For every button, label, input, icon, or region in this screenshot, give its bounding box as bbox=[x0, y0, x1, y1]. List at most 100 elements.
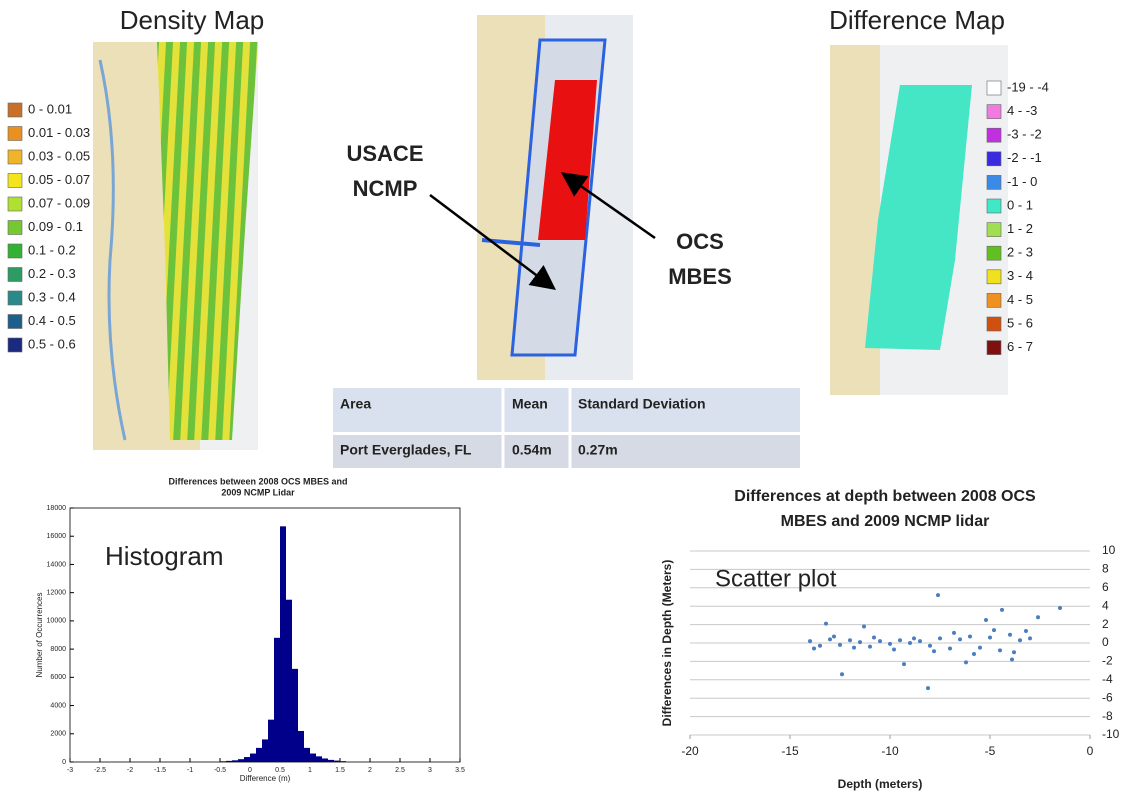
bar bbox=[310, 753, 316, 762]
y-tick-label: 8 bbox=[1102, 562, 1109, 576]
scatter-point bbox=[998, 648, 1002, 653]
scatter-point bbox=[898, 638, 902, 643]
scatter-point bbox=[1024, 629, 1028, 634]
bar bbox=[262, 739, 268, 762]
y-tick-label: 2 bbox=[1102, 617, 1109, 631]
legend-swatch bbox=[986, 269, 1002, 285]
legend-label: 0.5 - 0.6 bbox=[28, 336, 76, 351]
bar bbox=[238, 759, 244, 762]
legend-label: 0.09 - 0.1 bbox=[28, 219, 83, 234]
scatter-point bbox=[988, 635, 992, 640]
y-tick-label: 10 bbox=[1102, 543, 1116, 557]
y-tick-label: -8 bbox=[1102, 709, 1113, 723]
y-tick-label: 6000 bbox=[50, 674, 66, 681]
scatter-point bbox=[1018, 638, 1022, 643]
scatter-point bbox=[858, 640, 862, 645]
x-axis-label: Difference (m) bbox=[240, 774, 291, 783]
x-tick-label: 2 bbox=[368, 767, 372, 774]
bar bbox=[322, 758, 328, 762]
legend-swatch bbox=[7, 149, 23, 165]
legend-swatch bbox=[986, 316, 1002, 332]
bar bbox=[298, 730, 304, 762]
chart-title: 2009 NCMP Lidar bbox=[221, 487, 295, 497]
legend-swatch bbox=[986, 151, 1002, 167]
table-cell: Port Everglades, FL bbox=[340, 442, 472, 458]
scatter-point bbox=[1008, 632, 1012, 637]
scatter-point bbox=[978, 645, 982, 650]
legend-swatch bbox=[986, 245, 1002, 261]
y-tick-label: 8000 bbox=[50, 646, 66, 653]
scatter-point bbox=[838, 642, 842, 647]
x-tick-label: -2.5 bbox=[94, 767, 106, 774]
table-cell: 0.27m bbox=[578, 442, 618, 458]
legend-label: 0.01 - 0.03 bbox=[28, 125, 90, 140]
x-tick-label: 3 bbox=[428, 767, 432, 774]
chart-title: Differences between 2008 OCS MBES and bbox=[168, 476, 347, 486]
bar bbox=[280, 526, 286, 762]
y-tick-label: 10000 bbox=[47, 618, 67, 625]
bar bbox=[340, 761, 346, 762]
scatter-point bbox=[918, 639, 922, 644]
y-tick-label: 4000 bbox=[50, 702, 66, 709]
y-tick-label: 12000 bbox=[47, 590, 67, 597]
scatter-point bbox=[908, 641, 912, 645]
x-tick-label: 2.5 bbox=[395, 767, 405, 774]
scatter-point bbox=[868, 644, 872, 649]
bar bbox=[268, 719, 274, 762]
bar bbox=[292, 668, 298, 762]
scatter-point bbox=[936, 593, 940, 598]
legend-swatch bbox=[7, 337, 23, 353]
legend-label: 0.2 - 0.3 bbox=[28, 266, 76, 281]
scatter-point bbox=[862, 624, 866, 629]
scatter-point bbox=[964, 660, 968, 665]
x-tick-label: -10 bbox=[881, 744, 899, 758]
scatter-point bbox=[1000, 607, 1004, 612]
bar bbox=[334, 760, 340, 762]
bar bbox=[220, 761, 226, 762]
scatter-point bbox=[938, 636, 942, 641]
chart-title: MBES and 2009 NCMP lidar bbox=[781, 513, 990, 530]
legend-swatch bbox=[7, 126, 23, 141]
x-tick-label: -3 bbox=[67, 767, 73, 774]
legend-label: 0.3 - 0.4 bbox=[28, 289, 76, 304]
legend-label: 0.07 - 0.09 bbox=[28, 195, 90, 210]
x-tick-label: -0.5 bbox=[214, 767, 226, 774]
y-tick-label: 0 bbox=[1102, 635, 1109, 649]
scatter-point bbox=[808, 639, 812, 644]
scatter-point bbox=[840, 672, 844, 677]
scatter-point bbox=[872, 635, 876, 640]
table-cell: 0.54m bbox=[512, 442, 552, 458]
x-tick-label: -5 bbox=[985, 744, 996, 758]
scatter-point bbox=[824, 621, 828, 626]
scatter-point bbox=[832, 634, 836, 639]
x-tick-label: -15 bbox=[781, 744, 799, 758]
scatter-point bbox=[928, 643, 932, 648]
legend-swatch bbox=[986, 222, 1002, 237]
chart-title: Differences at depth between 2008 OCS bbox=[734, 488, 1036, 505]
legend-label: -19 - -4 bbox=[1007, 79, 1049, 94]
x-tick-label: -1.5 bbox=[154, 767, 166, 774]
legend-label: 0 - 1 bbox=[1007, 197, 1033, 212]
map-annotation: OCS bbox=[676, 229, 724, 254]
y-tick-label: 0 bbox=[62, 759, 66, 766]
overlay-map bbox=[477, 15, 633, 380]
y-tick-label: -2 bbox=[1102, 654, 1113, 668]
y-tick-label: 6 bbox=[1102, 580, 1109, 594]
bar bbox=[274, 637, 280, 762]
legend-label: -1 - 0 bbox=[1007, 174, 1037, 189]
legend-swatch bbox=[7, 196, 23, 212]
x-axis-label: Depth (meters) bbox=[838, 777, 923, 791]
y-tick-label: -6 bbox=[1102, 690, 1113, 704]
chart-annotation: Scatter plot bbox=[715, 565, 837, 592]
legend-label: 5 - 6 bbox=[1007, 315, 1033, 330]
legend-label: 0.1 - 0.2 bbox=[28, 242, 76, 257]
scatter-point bbox=[992, 628, 996, 633]
legend-label: 0 - 0.01 bbox=[28, 101, 72, 116]
x-tick-label: 1 bbox=[308, 767, 312, 774]
legend-label: 3 - 4 bbox=[1007, 268, 1033, 283]
x-tick-label: 1.5 bbox=[335, 767, 345, 774]
legend-swatch bbox=[7, 290, 23, 306]
scatter-point bbox=[968, 634, 972, 639]
legend-swatch bbox=[7, 267, 23, 282]
y-tick-label: 16000 bbox=[47, 533, 67, 540]
